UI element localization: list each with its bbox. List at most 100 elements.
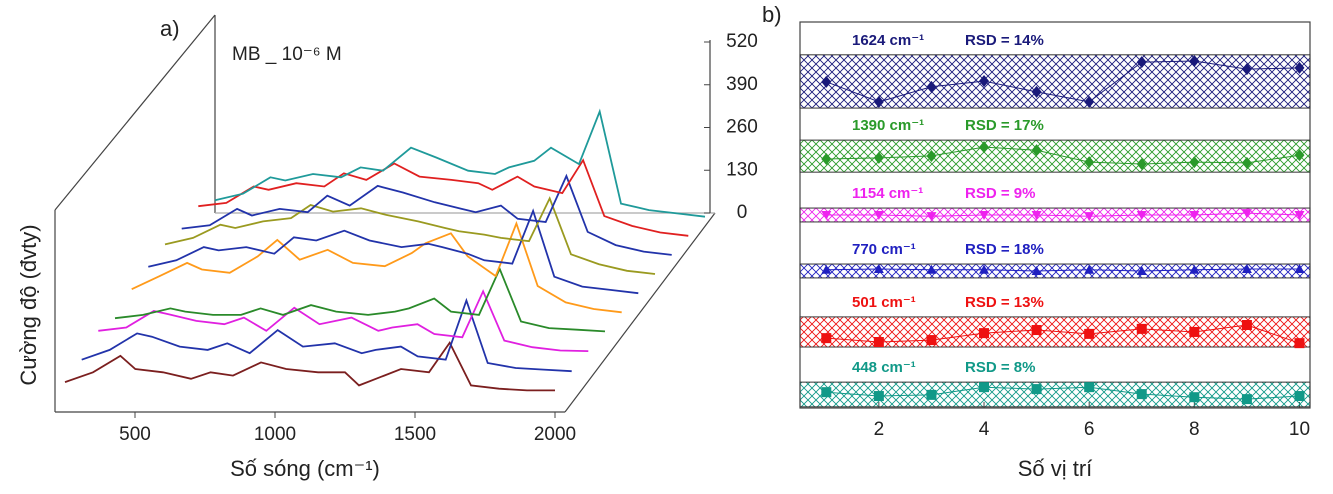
- annotation: MB _ 10⁻⁶ M: [232, 44, 342, 65]
- spectrum: [131, 220, 622, 314]
- marker: [1084, 156, 1095, 169]
- marker: [1031, 325, 1042, 336]
- marker: [873, 336, 884, 347]
- z-tick-label: 390: [726, 74, 758, 95]
- spectrum: [181, 173, 672, 256]
- series-label: 1390 cm⁻¹: [852, 117, 924, 134]
- marker: [979, 211, 990, 220]
- marker: [1294, 61, 1305, 74]
- x-tick-label: 2: [874, 419, 885, 440]
- series-line: [826, 386, 1300, 400]
- z-tick-label: 130: [726, 159, 758, 180]
- marker: [1136, 389, 1147, 400]
- rsd-label: RSD = 18%: [965, 241, 1044, 258]
- marker: [1241, 63, 1252, 76]
- marker: [873, 391, 884, 402]
- series-label: 448 cm⁻¹: [852, 359, 916, 376]
- marker: [1241, 209, 1252, 219]
- marker: [1189, 54, 1200, 67]
- series-label: 1624 cm⁻¹: [852, 32, 924, 49]
- x-tick-label: 1000: [254, 424, 296, 445]
- spectrum: [98, 289, 589, 352]
- spectrum: [164, 196, 656, 275]
- marker: [821, 264, 832, 274]
- series-label: 770 cm⁻¹: [852, 241, 916, 258]
- spectrum: [198, 158, 689, 237]
- marker: [1084, 382, 1095, 393]
- rsd-label: RSD = 14%: [965, 32, 1044, 49]
- marker: [979, 382, 990, 393]
- marker: [1031, 211, 1042, 220]
- marker: [979, 75, 990, 88]
- marker: [926, 80, 937, 93]
- series-line: [826, 268, 1300, 272]
- x-tick-label: 500: [119, 424, 151, 445]
- marker: [1189, 211, 1200, 220]
- rsd-label: RSD = 9%: [965, 185, 1035, 202]
- series-line: [826, 60, 1300, 103]
- marker: [1084, 328, 1095, 339]
- marker: [1084, 95, 1095, 108]
- series-line: [826, 212, 1300, 217]
- marker: [1189, 264, 1200, 274]
- marker: [1031, 144, 1042, 157]
- marker: [873, 95, 884, 108]
- x-tick-label: 10: [1289, 419, 1310, 440]
- series-label: 501 cm⁻¹: [852, 294, 916, 311]
- marker: [821, 153, 832, 166]
- x-tick-label: 4: [979, 419, 990, 440]
- marker: [1084, 212, 1095, 222]
- z-tick-label: 0: [737, 202, 748, 223]
- series-line: [826, 146, 1300, 165]
- marker: [1136, 323, 1147, 334]
- panel-label: b): [762, 2, 782, 27]
- marker: [1294, 149, 1305, 162]
- marker: [1294, 338, 1305, 349]
- marker: [1136, 265, 1147, 275]
- marker: [1136, 56, 1147, 69]
- marker: [873, 211, 884, 220]
- x-tick-label: 6: [1084, 419, 1095, 440]
- marker: [1189, 326, 1200, 337]
- marker: [1294, 391, 1305, 402]
- marker: [821, 75, 832, 88]
- y-axis-label: Cường độ (đvty): [16, 224, 41, 385]
- spectrum: [114, 266, 606, 333]
- marker: [979, 264, 990, 274]
- marker: [1294, 264, 1305, 274]
- band: [799, 139, 1311, 173]
- box-a: [54, 14, 716, 413]
- marker: [1189, 392, 1200, 403]
- marker: [926, 389, 937, 400]
- rsd-label: RSD = 8%: [965, 359, 1035, 376]
- marker: [1031, 85, 1042, 98]
- spectrum: [81, 297, 572, 373]
- marker: [821, 387, 832, 398]
- marker: [821, 211, 832, 220]
- spectrum: [64, 340, 555, 392]
- x-axis-label: Số vị trí: [1018, 456, 1093, 481]
- marker: [1189, 156, 1200, 169]
- marker: [926, 149, 937, 162]
- z-tick-label: 260: [726, 117, 758, 138]
- band: [799, 54, 1311, 109]
- spectrum: [214, 108, 706, 218]
- spectrum: [148, 208, 639, 295]
- marker: [1241, 320, 1252, 331]
- rsd-label: RSD = 13%: [965, 294, 1044, 311]
- x-tick-label: 8: [1189, 419, 1200, 440]
- z-tick-label: 520: [726, 31, 758, 52]
- marker: [1241, 394, 1252, 405]
- marker: [821, 333, 832, 344]
- marker: [1241, 264, 1252, 274]
- series-label: 1154 cm⁻¹: [852, 185, 923, 202]
- marker: [1241, 156, 1252, 169]
- x-tick-label: 2000: [534, 424, 576, 445]
- marker: [1136, 211, 1147, 220]
- marker: [1031, 384, 1042, 395]
- marker: [1294, 211, 1305, 220]
- marker: [1084, 264, 1095, 274]
- panel-label: a): [160, 16, 180, 41]
- marker: [873, 264, 884, 274]
